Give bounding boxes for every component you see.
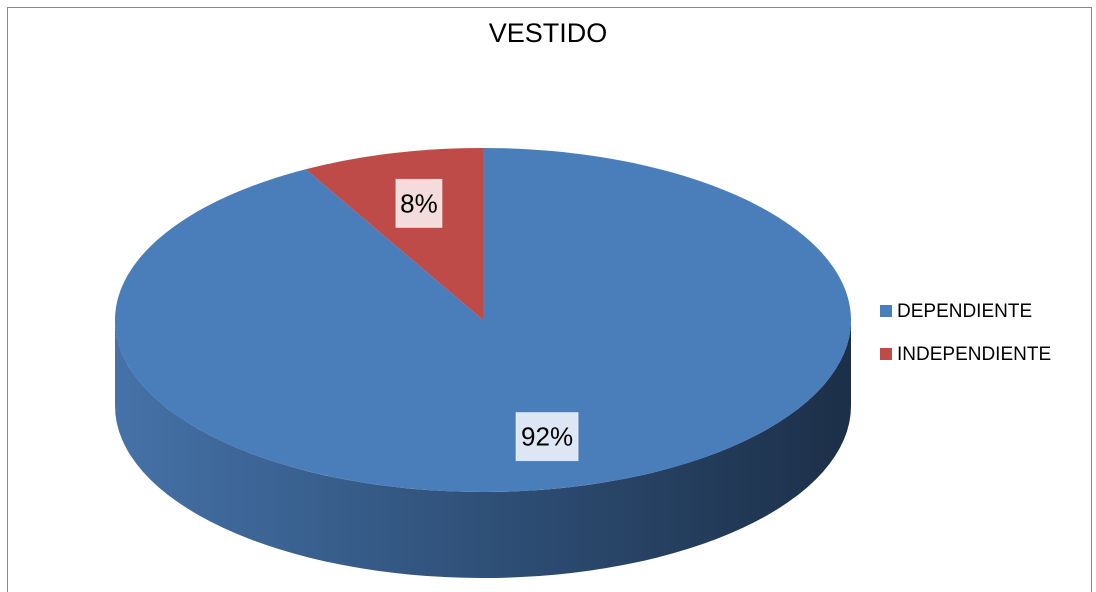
data-label-box <box>395 178 443 228</box>
pie: 92% 8% <box>114 148 852 578</box>
legend-label: DEPENDIENTE <box>897 301 1032 322</box>
legend: DEPENDIENTE INDEPENDIENTE <box>880 301 1051 365</box>
data-label: 92% <box>521 421 573 451</box>
chart-title: VESTIDO <box>489 18 608 48</box>
pie-side <box>115 320 851 578</box>
legend-label: INDEPENDIENTE <box>897 344 1051 365</box>
data-label-box <box>515 412 579 462</box>
legend-swatch <box>880 348 892 360</box>
pie-slice <box>114 148 852 493</box>
legend-swatch <box>880 305 892 317</box>
data-label: 8% <box>400 188 438 218</box>
